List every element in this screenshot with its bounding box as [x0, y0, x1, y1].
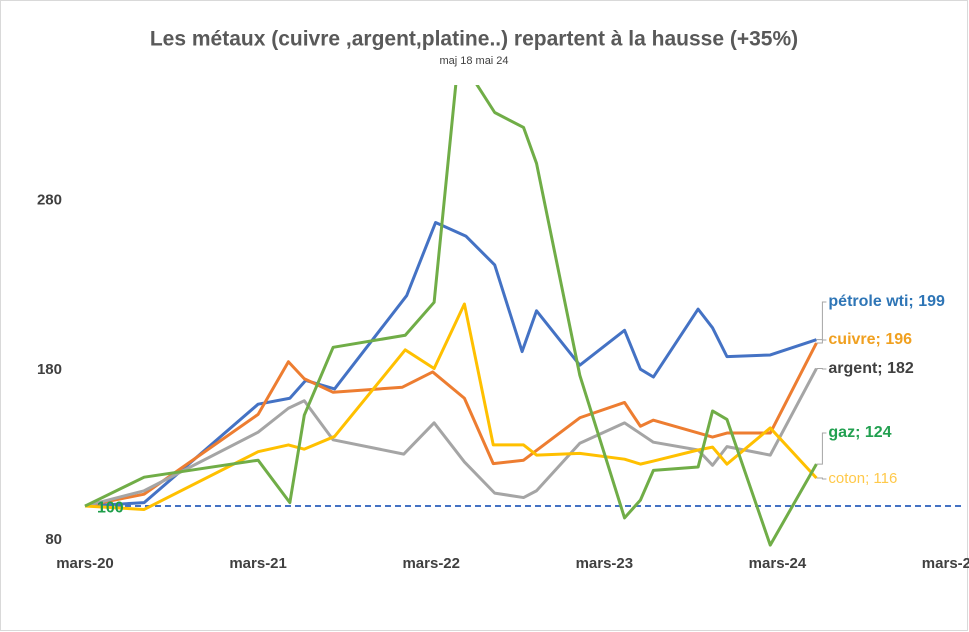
x-tick-label: mars-23 — [576, 555, 634, 572]
y-tick-label: 80 — [45, 531, 62, 548]
y-tick-label: 280 — [37, 191, 62, 208]
x-tick-label: mars-20 — [56, 555, 114, 572]
series-label: argent; 182 — [828, 360, 913, 377]
x-tick-label: mars-21 — [229, 555, 287, 572]
line-series — [84, 221, 817, 508]
line-series — [84, 367, 818, 508]
baseline-label: 100 — [97, 499, 124, 516]
chart-subtitle: maj 18 mai 24 — [439, 55, 508, 67]
leader-line — [816, 432, 827, 465]
leader-line — [816, 477, 827, 480]
series-label: cuivre; 196 — [828, 331, 912, 348]
leader-line — [816, 301, 827, 341]
line-series — [84, 302, 818, 511]
line-series — [84, 342, 818, 508]
series-label: coton; 116 — [828, 470, 897, 487]
x-tick-label: mars-24 — [749, 555, 807, 572]
leader-line — [816, 339, 827, 344]
series-label: pétrole wti; 199 — [828, 293, 945, 310]
chart-title: Les métaux (cuivre ,argent,platine..) re… — [150, 28, 798, 51]
series-label: gaz; 124 — [828, 424, 891, 441]
line-series — [84, 85, 818, 547]
y-tick-label: 180 — [37, 361, 62, 378]
plot-area — [84, 85, 965, 547]
x-tick-label: mars-25 — [922, 555, 969, 572]
x-tick-label: mars-22 — [402, 555, 460, 572]
